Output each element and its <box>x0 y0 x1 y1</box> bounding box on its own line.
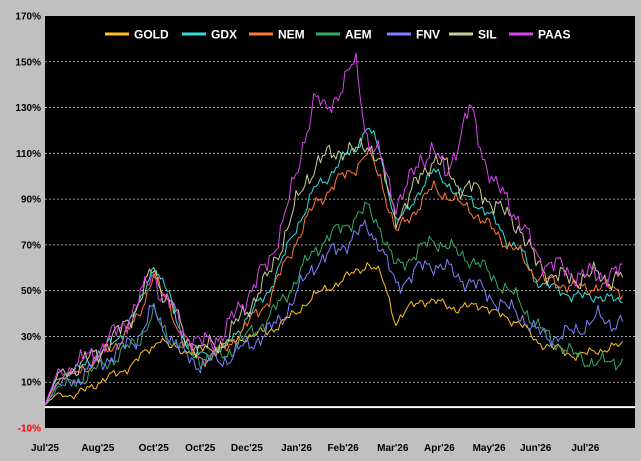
x-tick-label: Jan'26 <box>281 443 312 454</box>
x-tick-label: Jul'25 <box>31 443 59 454</box>
y-tick-label: 170% <box>15 12 41 23</box>
y-tick-label: 30% <box>21 332 41 343</box>
y-tick-label: 110% <box>16 149 41 160</box>
x-axis-tick-labels: Jul'25 Aug'25 Oct'25 Oct'25 Dec'25 Jan'26 Feb'… <box>31 443 600 454</box>
y-tick-label: -10% <box>18 424 41 435</box>
y-tick-label: 130% <box>15 103 41 114</box>
x-tick-label: Jun'26 <box>520 443 552 454</box>
y-tick-label: 10% <box>21 378 41 389</box>
legend-label-gold: GOLD <box>134 28 169 42</box>
legend-label-paas: PAAS <box>538 28 570 42</box>
series-line-fnv <box>44 219 624 406</box>
y-tick-label: 70% <box>21 240 41 251</box>
x-tick-label: Oct'25 <box>139 443 170 454</box>
x-tick-label: Oct'25 <box>185 443 216 454</box>
legend-label-fnv: FNV <box>416 28 440 42</box>
x-tick-label: May'26 <box>473 443 506 454</box>
series-lines <box>44 52 624 406</box>
series-line-nem <box>44 146 624 406</box>
x-tick-label: Feb'26 <box>327 443 359 454</box>
series-line-paas <box>44 52 623 406</box>
plot-area <box>45 16 635 428</box>
y-tick-label: 90% <box>21 195 41 206</box>
legend: GOLD GDX NEM AEM FNV SIL PAAS <box>105 28 570 42</box>
x-tick-label: Dec'25 <box>231 443 263 454</box>
series-line-aem <box>44 201 624 406</box>
series-line-sil <box>44 137 624 406</box>
legend-label-sil: SIL <box>478 28 497 42</box>
x-tick-label: Aug'25 <box>81 443 114 454</box>
x-tick-label: Jul'26 <box>571 443 599 454</box>
x-tick-label: Apr'26 <box>424 443 455 454</box>
x-tick-label: Mar'26 <box>377 443 409 454</box>
series-line-gold <box>44 262 623 406</box>
legend-label-nem: NEM <box>278 28 305 42</box>
series-line-gdx <box>44 127 623 406</box>
y-axis-tick-labels: -10% 10% 30% 50% 70% 90% 110% 130% 150% 170% <box>15 12 41 435</box>
legend-label-aem: AEM <box>345 28 372 42</box>
y-tick-label: 150% <box>15 57 41 68</box>
y-tick-label: 50% <box>21 286 41 297</box>
legend-label-gdx: GDX <box>211 28 237 42</box>
